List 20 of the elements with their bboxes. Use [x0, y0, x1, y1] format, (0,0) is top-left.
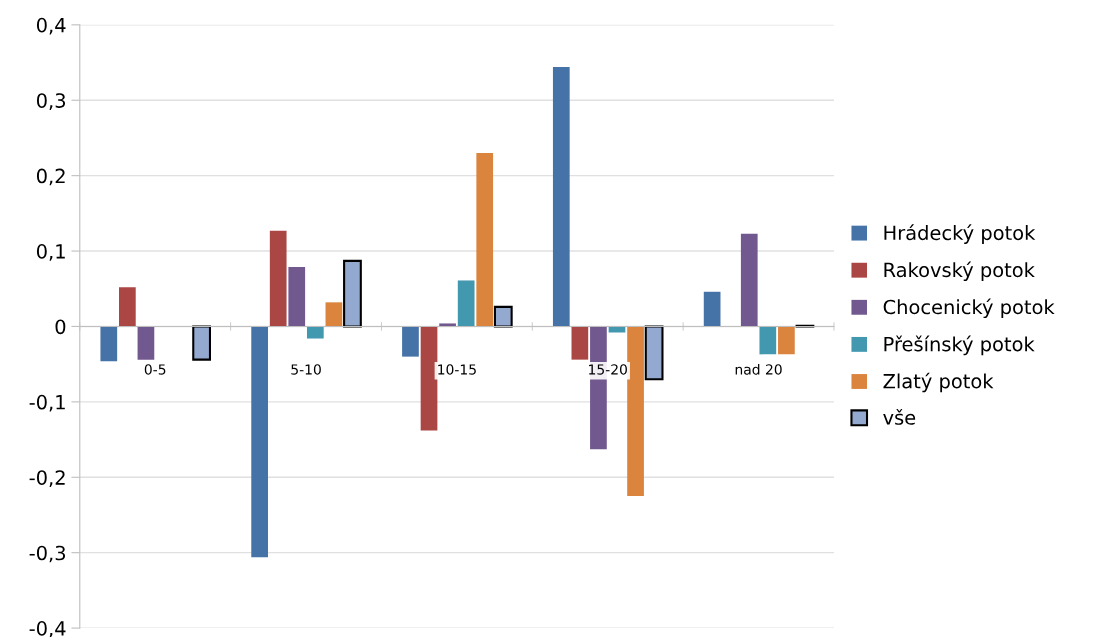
- y-tick-label: 0: [55, 319, 66, 335]
- legend-label: Rakovský potok: [884, 261, 1035, 282]
- y-tick-label: 0,3: [36, 93, 66, 110]
- x-tick-label: 0-5: [144, 364, 166, 375]
- legend-label: Chocenický potok: [883, 298, 1055, 319]
- x-tick-label: 5-10: [291, 364, 321, 375]
- legend-label: Zlatý potok: [883, 372, 994, 393]
- x-tick-label: 10-15: [438, 364, 476, 375]
- x-tick-label: nad 20: [735, 363, 782, 375]
- y-tick-label: -0,4: [29, 621, 66, 637]
- y-tick-label: -0,1: [29, 394, 65, 412]
- y-tick-label: 0,1: [36, 244, 65, 261]
- legend-label: Hrádecký potok: [884, 224, 1036, 244]
- legend-label: vše: [883, 409, 916, 425]
- y-tick-label: -0,2: [29, 470, 65, 487]
- x-tick-label: 15-20: [589, 364, 627, 375]
- legend-label: Přešínský potok: [884, 335, 1035, 356]
- y-tick-label: -0,3: [29, 545, 66, 563]
- y-tick-label: 0,2: [36, 168, 65, 186]
- y-tick-label: 0,4: [36, 17, 66, 35]
